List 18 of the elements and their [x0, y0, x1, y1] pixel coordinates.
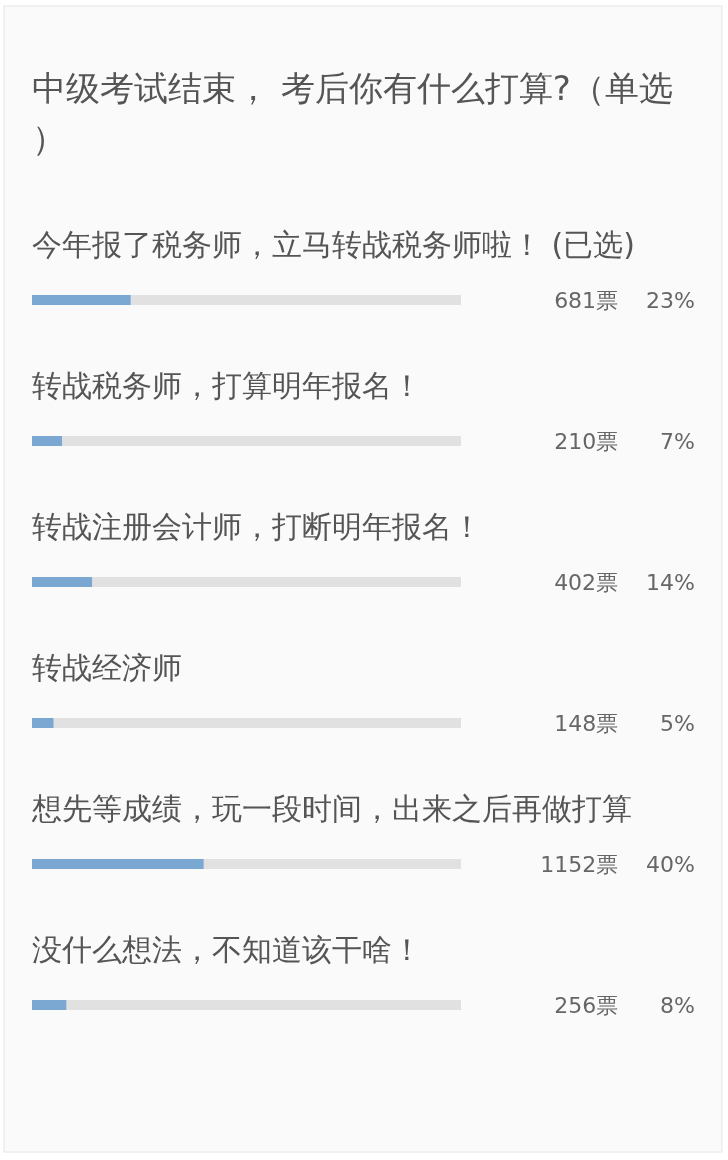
- y-tick-label: 转战经济师: [32, 650, 182, 685]
- bar: [32, 577, 93, 587]
- y-tick-label: 想先等成绩，玩一段时间，出来之后再做打算: [31, 791, 632, 826]
- bar: [32, 1000, 67, 1010]
- data-label: 402票 14%: [554, 570, 695, 595]
- y-tick-label: 转战注册会计师，打断明年报名！: [32, 509, 482, 544]
- bar: [32, 295, 131, 305]
- y-tick-label: 没什么想法，不知道该干啥！: [32, 932, 422, 967]
- data-label: 681票 23%: [554, 288, 695, 313]
- y-tick-label: 转战税务师，打算明年报名！: [32, 368, 422, 403]
- data-label: 210票 7%: [554, 429, 695, 454]
- chart-title: 中级考试结束， 考后你有什么打算?（单选）: [32, 68, 673, 158]
- bar: [32, 718, 54, 728]
- data-label: 256票 8%: [554, 993, 695, 1018]
- bar: [32, 436, 63, 446]
- data-label: 1152票 40%: [540, 852, 695, 877]
- y-tick-label: 今年报了税务师，立马转战税务师啦！ (已选): [32, 227, 635, 262]
- data-label: 148票 5%: [554, 711, 695, 736]
